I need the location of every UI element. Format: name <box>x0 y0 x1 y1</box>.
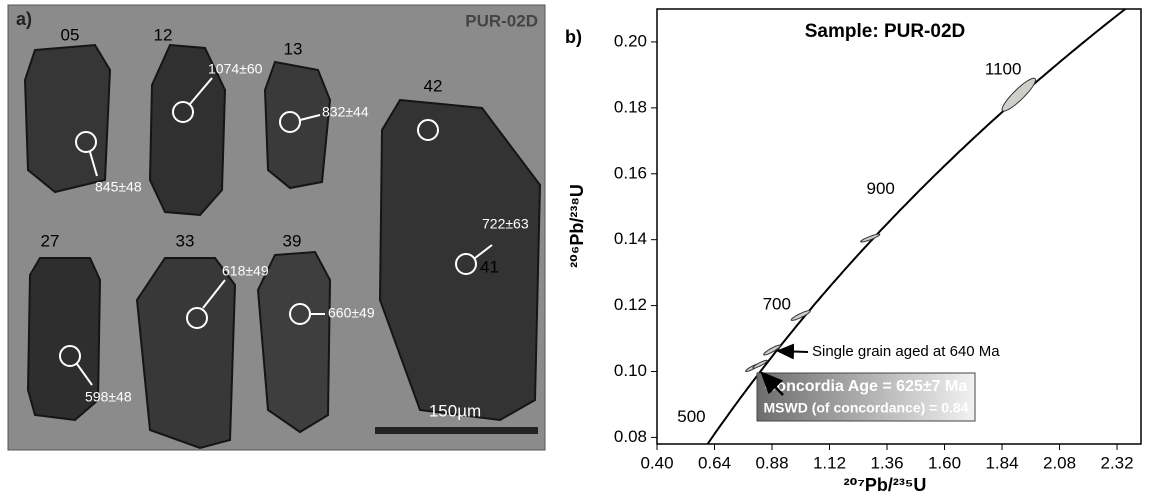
panel-label: a) <box>16 9 32 29</box>
x-tick-label: 2.32 <box>1100 453 1133 472</box>
grain-number: 12 <box>154 25 173 44</box>
y-tick-label: 0.20 <box>614 31 647 50</box>
error-ellipse <box>790 310 811 321</box>
spot <box>279 111 301 133</box>
y-tick-label: 0.18 <box>614 97 647 116</box>
spot <box>455 253 477 275</box>
grain-age: 832±44 <box>322 104 369 120</box>
concordia-chart: b) Sample: PUR-02D ²⁰⁶Pb/²³⁸U ²⁰⁷Pb/²³⁵U… <box>565 8 1142 495</box>
chart-title: Sample: PUR-02D <box>805 21 966 42</box>
y-axis-title: ²⁰⁶Pb/²³⁸U <box>567 184 587 268</box>
spot <box>186 307 208 329</box>
leader-line <box>89 151 98 177</box>
grain-age: 598±48 <box>85 389 132 405</box>
curve-age-label: 1100 <box>985 59 1022 78</box>
leader-line <box>299 114 321 121</box>
grain-age: 660±49 <box>328 305 375 321</box>
plot-frame <box>656 8 1142 445</box>
grain-number: 27 <box>41 231 60 250</box>
x-tick-label: 0.64 <box>698 453 731 472</box>
grain-number: 33 <box>176 231 195 250</box>
spots <box>59 77 493 386</box>
leader-line <box>202 279 226 309</box>
curve-group <box>706 9 1127 444</box>
grain-age: 722±63 <box>482 216 529 232</box>
leader-line <box>76 363 93 386</box>
grain-number: 13 <box>284 39 303 58</box>
curve-age-label: 900 <box>867 179 895 198</box>
spot <box>75 131 97 153</box>
y-tick-label: 0.14 <box>614 229 647 248</box>
zircon <box>148 43 227 217</box>
leader-line <box>189 77 213 105</box>
x-tick-label: 0.88 <box>755 453 788 472</box>
curve-age-label: 500 <box>677 407 705 426</box>
spot <box>417 119 439 141</box>
error-ellipse <box>752 359 768 369</box>
arrow <box>760 371 784 396</box>
grain-number: 42 <box>424 76 443 95</box>
y-tick-label: 0.12 <box>614 295 647 314</box>
grain-number: 41 <box>480 257 499 276</box>
panel-label: b) <box>565 27 582 47</box>
zircon <box>135 257 237 450</box>
grain-age: 618±49 <box>222 263 269 279</box>
grain-number: 39 <box>283 231 302 250</box>
x-tick-label: 0.40 <box>640 453 673 472</box>
grain-age: 845±48 <box>95 179 142 195</box>
y-tick-label: 0.08 <box>614 427 647 446</box>
annotation-box <box>756 372 976 422</box>
x-tick-label: 1.36 <box>870 453 903 472</box>
leader-line <box>474 244 493 259</box>
curve-age-label: 700 <box>763 295 791 314</box>
zircon-grains <box>23 43 542 450</box>
x-tick-label: 1.12 <box>813 453 846 472</box>
spot <box>172 101 194 123</box>
grain-age: 1074±60 <box>208 61 263 77</box>
image-panel: a) PUR-02D 05 845±48 12 1074±60 13 832±4… <box>7 4 546 451</box>
annotation: Concordia Age = 625±7 Ma <box>765 378 968 395</box>
zircon <box>263 60 332 190</box>
annotation: MSWD (of concordance) = 0.84 <box>764 400 969 416</box>
grain-number: 05 <box>61 25 80 44</box>
zircon <box>378 98 542 422</box>
annotation: Single grain aged at 640 Ma <box>812 343 1000 360</box>
x-axis-title: ²⁰⁷Pb/²³⁵U <box>844 475 927 495</box>
zircon <box>23 43 112 194</box>
x-tick-label: 1.60 <box>928 453 961 472</box>
zircon <box>26 257 102 422</box>
y-tick-label: 0.10 <box>614 361 647 380</box>
x-tick-label: 1.84 <box>985 453 1018 472</box>
spot <box>59 345 81 367</box>
scale-label: 150µm <box>429 401 481 420</box>
scale-bar <box>375 427 538 434</box>
zircon <box>256 250 332 434</box>
error-ellipse <box>1001 77 1037 112</box>
concordia-curve <box>706 9 1127 444</box>
y-tick-label: 0.16 <box>614 163 647 182</box>
error-ellipse <box>860 233 881 243</box>
arrow <box>776 343 809 360</box>
x-tick-label: 2.08 <box>1043 453 1076 472</box>
sample-label: PUR-02D <box>465 11 538 30</box>
